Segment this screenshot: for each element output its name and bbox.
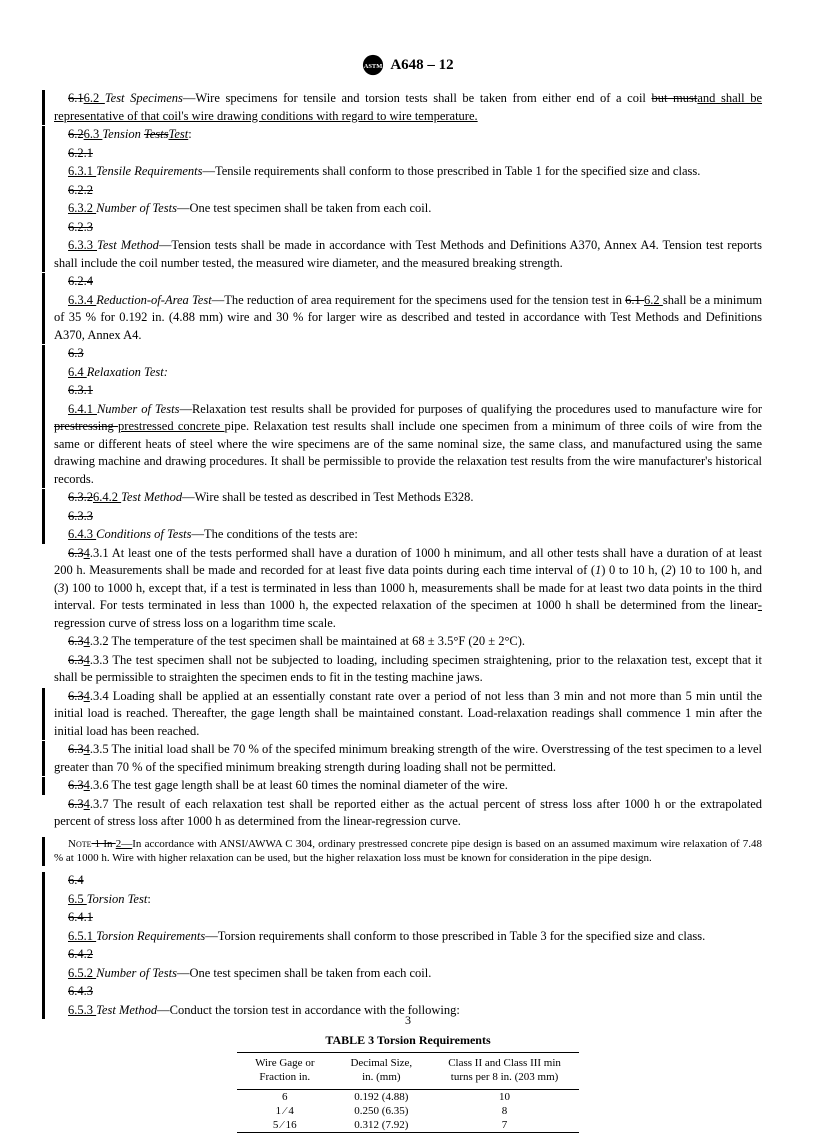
para-6-2-3-strike: 6.2.3 [54, 219, 762, 237]
table-header: Class II and Class III minturns per 8 in… [430, 1053, 579, 1090]
para-6-4-3-5: 6.34.3.5 The initial load shall be 70 % … [54, 741, 762, 776]
para-6-3-heading: 6.26.3 Tension TestsTest: [54, 126, 762, 144]
table-header: Wire Gage orFraction in. [237, 1053, 332, 1090]
para-6-4-strike: 6.4 [54, 872, 762, 890]
para-6-2: 6.16.2 Test Specimens—Wire specimens for… [54, 90, 762, 125]
table-row: 1 ⁄ 40.250 (6.35)8 [237, 1104, 579, 1118]
para-6-4-3-4: 6.34.3.4 Loading shall be applied at an … [54, 688, 762, 741]
para-6-4-3-strike: 6.4.3 [54, 983, 762, 1001]
para-6-2-2-strike: 6.2.2 [54, 182, 762, 200]
para-6-3-3: 6.3.3 Test Method—Tension tests shall be… [54, 237, 762, 272]
para-6-3-strike: 6.3 [54, 345, 762, 363]
para-6-4-1-strike: 6.4.1 [54, 909, 762, 927]
document-header: ASTM A648 – 12 [54, 54, 762, 76]
para-6-4-3-1: 6.34.3.1 At least one of the tests perfo… [54, 545, 762, 633]
document-title: A648 – 12 [390, 57, 453, 74]
para-6-5-1: 6.5.1 Torsion Requirements—Torsion requi… [54, 928, 762, 946]
page-number: 3 [0, 1013, 816, 1028]
para-6-4-1: 6.4.1 Number of Tests—Relaxation test re… [54, 401, 762, 489]
para-6-4-2-strike: 6.4.2 [54, 946, 762, 964]
note-2: Note 1 In 2—In accordance with ANSI/AWWA… [54, 837, 762, 867]
table-cell: 0.250 (6.35) [332, 1104, 430, 1118]
para-6-4-heading: 6.4 Relaxation Test: [54, 364, 762, 382]
para-6-4-3-7: 6.34.3.7 The result of each relaxation t… [54, 796, 762, 831]
para-6-4-3: 6.4.3 Conditions of Tests—The conditions… [54, 526, 762, 544]
para-6-2-4-strike: 6.2.4 [54, 273, 762, 291]
table-cell: 1 ⁄ 4 [237, 1104, 332, 1118]
astm-logo: ASTM [362, 54, 384, 76]
para-6-4-3-3: 6.34.3.3 The test specimen shall not be … [54, 652, 762, 687]
para-6-5-heading: 6.5 Torsion Test: [54, 891, 762, 909]
para-6-4-2: 6.3.26.4.2 Test Method—Wire shall be tes… [54, 489, 762, 507]
svg-text:ASTM: ASTM [364, 63, 383, 70]
table-cell: 10 [430, 1089, 579, 1104]
para-6-3-2: 6.3.2 Number of Tests—One test specimen … [54, 200, 762, 218]
para-6-4-3-6: 6.34.3.6 The test gage length shall be a… [54, 777, 762, 795]
table-row: 5 ⁄ 160.312 (7.92)7 [237, 1118, 579, 1133]
para-6-3-1-strike: 6.3.1 [54, 382, 762, 400]
table-cell: 8 [430, 1104, 579, 1118]
table-cell: 0.312 (7.92) [332, 1118, 430, 1133]
table-3-title: TABLE 3 Torsion Requirements [325, 1033, 490, 1048]
table-row: 60.192 (4.88)10 [237, 1089, 579, 1104]
para-6-3-4: 6.3.4 Reduction-of-Area Test—The reducti… [54, 292, 762, 345]
table-3: Wire Gage orFraction in.Decimal Size,in.… [237, 1052, 579, 1133]
para-6-3-3-strike: 6.3.3 [54, 508, 762, 526]
para-6-5-2: 6.5.2 Number of Tests—One test specimen … [54, 965, 762, 983]
para-6-4-3-2: 6.34.3.2 The temperature of the test spe… [54, 633, 762, 651]
table-cell: 0.192 (4.88) [332, 1089, 430, 1104]
table-cell: 5 ⁄ 16 [237, 1118, 332, 1133]
para-6-2-1-strike: 6.2.1 [54, 145, 762, 163]
table-cell: 6 [237, 1089, 332, 1104]
table-header: Decimal Size,in. (mm) [332, 1053, 430, 1090]
para-6-3-1: 6.3.1 Tensile Requirements—Tensile requi… [54, 163, 762, 181]
table-3-container: TABLE 3 Torsion Requirements Wire Gage o… [54, 1033, 762, 1133]
table-cell: 7 [430, 1118, 579, 1133]
